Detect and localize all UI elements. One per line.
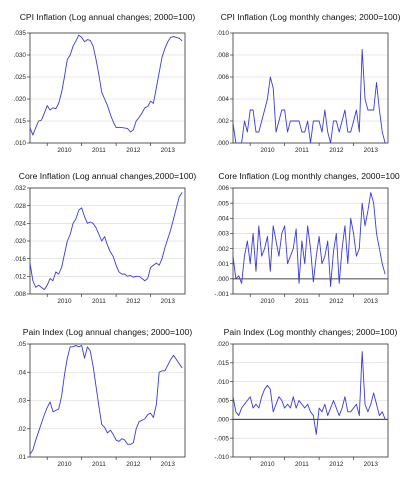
x-tick-label: 2012 xyxy=(126,461,141,468)
chart-panel-1: CPI Inflation (Log annual changes; 2000=… xyxy=(14,12,196,154)
y-tick-label: .028 xyxy=(14,203,27,210)
x-tick-label: 2011 xyxy=(295,147,309,154)
y-tick-label: .000 xyxy=(217,140,230,147)
y-tick-label: .03 xyxy=(17,398,26,405)
y-tick-label: .004 xyxy=(217,96,230,103)
series-line xyxy=(29,34,183,136)
x-tick-label: 2011 xyxy=(92,461,106,468)
x-tick-label: 2012 xyxy=(126,298,141,305)
y-tick-label: .005 xyxy=(217,200,230,207)
y-tick-label: .000 xyxy=(217,276,230,283)
x-tick-label: 2013 xyxy=(161,461,176,468)
chart-title: Pain Index (Log monthly changes; 2000=10… xyxy=(224,327,398,337)
x-tick-label: 2011 xyxy=(92,147,106,154)
x-tick-label: 2011 xyxy=(295,461,309,468)
series-line xyxy=(232,351,386,435)
y-tick-label: .001 xyxy=(217,261,230,268)
y-tick-label: .024 xyxy=(14,221,27,228)
y-tick-label: .004 xyxy=(217,215,230,222)
y-tick-label: .01 xyxy=(17,454,26,461)
plot-frame xyxy=(232,343,389,458)
chart-panel-4: Core Inflation (Log monthly changes, 200… xyxy=(214,171,400,305)
series-line xyxy=(232,192,386,287)
y-tick-label: .020 xyxy=(14,238,27,245)
y-tick-label: .002 xyxy=(217,118,230,125)
x-tick-label: 2010 xyxy=(57,298,72,305)
y-tick-label: .008 xyxy=(217,52,230,59)
x-tick-label: 2013 xyxy=(161,298,176,305)
y-tick-label: .015 xyxy=(14,118,27,125)
y-tick-label: .030 xyxy=(14,52,27,59)
series-line xyxy=(29,344,183,455)
y-tick-label: .002 xyxy=(217,246,230,253)
x-tick-label: 2012 xyxy=(329,298,344,305)
series-line xyxy=(232,49,386,144)
y-tick-label: .05 xyxy=(17,341,26,348)
y-tick-label: .02 xyxy=(17,426,26,433)
y-tick-label: .012 xyxy=(14,274,27,281)
x-tick-label: 2010 xyxy=(260,298,275,305)
series-line xyxy=(29,192,183,291)
y-tick-label: .010 xyxy=(217,30,230,37)
chart-title: Pain Index (Log annual changes; 2000=100… xyxy=(23,327,193,337)
x-tick-label: 2010 xyxy=(260,147,275,154)
x-tick-label: 2013 xyxy=(364,461,379,468)
y-tick-label: .04 xyxy=(17,369,26,376)
x-tick-label: 2013 xyxy=(364,147,379,154)
y-tick-label: -.001 xyxy=(214,291,229,298)
y-tick-label: .003 xyxy=(217,231,230,238)
y-tick-label: .005 xyxy=(217,398,230,405)
chart-panel-5: Pain Index (Log annual changes; 2000=100… xyxy=(17,327,192,468)
y-tick-label: .015 xyxy=(217,360,230,367)
y-tick-label: .016 xyxy=(14,256,27,263)
y-tick-label: .008 xyxy=(14,291,27,298)
x-tick-label: 2012 xyxy=(329,147,344,154)
y-tick-label: .010 xyxy=(217,379,230,386)
chart-panel-2: CPI Inflation (Log monthly changes; 2000… xyxy=(217,12,400,154)
chart-title: CPI Inflation (Log monthly changes; 2000… xyxy=(221,12,400,22)
y-tick-label: .025 xyxy=(14,74,27,81)
y-tick-label: -.010 xyxy=(214,454,229,461)
plot-frame xyxy=(232,187,389,295)
x-tick-label: 2011 xyxy=(92,298,106,305)
plot-frame xyxy=(29,343,186,458)
y-tick-label: .020 xyxy=(217,341,230,348)
chart-panels: CPI Inflation (Log annual changes; 2000=… xyxy=(14,12,400,468)
chart-panel-3: Core Inflation (Log annual changes,2000=… xyxy=(14,171,197,305)
chart-title: Core Inflation (Log monthly changes, 200… xyxy=(218,171,400,181)
x-tick-label: 2013 xyxy=(161,147,176,154)
y-tick-label: -.005 xyxy=(214,435,229,442)
y-tick-label: .035 xyxy=(14,30,27,37)
y-tick-label: .006 xyxy=(217,185,230,192)
x-tick-label: 2013 xyxy=(364,298,379,305)
x-tick-label: 2010 xyxy=(57,461,72,468)
y-tick-label: .020 xyxy=(14,96,27,103)
x-tick-label: 2012 xyxy=(126,147,141,154)
chart-title: CPI Inflation (Log annual changes; 2000=… xyxy=(20,12,196,22)
x-tick-label: 2012 xyxy=(329,461,344,468)
x-tick-label: 2010 xyxy=(57,147,72,154)
y-tick-label: .000 xyxy=(217,417,230,424)
plot-frame xyxy=(29,32,186,144)
x-tick-label: 2011 xyxy=(295,298,309,305)
chart-title: Core Inflation (Log annual changes,2000=… xyxy=(19,171,197,181)
plot-frame xyxy=(29,187,186,295)
y-tick-label: .010 xyxy=(14,140,27,147)
y-tick-label: .006 xyxy=(217,74,230,81)
x-tick-label: 2010 xyxy=(260,461,275,468)
y-tick-label: .032 xyxy=(14,185,27,192)
chart-panel-6: Pain Index (Log monthly changes; 2000=10… xyxy=(214,327,397,468)
